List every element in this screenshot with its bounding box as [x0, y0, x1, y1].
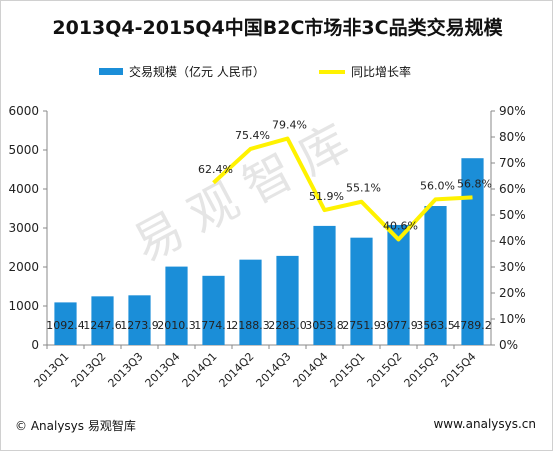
bar: [165, 266, 188, 345]
y-left-tick-label: 2000: [8, 260, 39, 274]
bar-data-label: 2188.3: [231, 319, 270, 332]
legend-item-growth: 同比增长率: [319, 63, 411, 80]
growth-data-label: 56.8%: [457, 177, 492, 190]
bar: [202, 275, 225, 345]
y-left-tick-label: 4000: [8, 182, 39, 196]
x-tick-label: 2015Q4: [439, 350, 479, 390]
legend-swatch-bar: [99, 68, 123, 75]
y-left-tick-label: 5000: [8, 143, 39, 157]
bar: [461, 158, 484, 345]
chart-title: 2013Q4-2015Q4中国B2C市场非3C品类交易规模: [52, 17, 503, 39]
legend-label-volume: 交易规模（亿元 人民币）: [129, 65, 265, 79]
bar-data-label: 3053.8: [305, 319, 344, 332]
bar-data-label: 1273.9: [120, 319, 159, 332]
bar-data-label: 4789.2: [453, 319, 492, 332]
x-tick-label: 2013Q2: [69, 350, 109, 390]
x-tick-label: 2013Q1: [32, 350, 72, 390]
growth-data-label: 55.1%: [346, 182, 381, 195]
growth-data-label: 75.4%: [235, 129, 270, 142]
y-right-tick-label: 40%: [499, 234, 526, 248]
x-tick-label: 2014Q4: [291, 350, 331, 390]
bar: [239, 259, 262, 345]
legend-label-growth: 同比增长率: [351, 65, 412, 79]
bar-data-label: 1092.4: [46, 319, 85, 332]
bar: [54, 302, 77, 345]
y-left-tick-label: 0: [31, 338, 39, 352]
footer-website: www.analysys.cn: [433, 417, 536, 431]
growth-data-label: 40.6%: [383, 219, 418, 232]
bar-data-label: 3077.9: [379, 319, 418, 332]
y-right-tick-label: 90%: [499, 104, 526, 118]
bar-data-label: 1247.6: [83, 319, 122, 332]
bar: [350, 237, 373, 345]
y-right-tick-label: 30%: [499, 260, 526, 274]
y-right-tick-label: 10%: [499, 312, 526, 326]
footer-source: © Analysys 易观智库: [15, 419, 136, 433]
bar: [128, 295, 151, 345]
x-tick-label: 2013Q4: [143, 350, 183, 390]
growth-data-label: 79.4%: [272, 119, 307, 132]
bar-data-label: 1774.1: [194, 319, 233, 332]
y-right-tick-label: 20%: [499, 286, 526, 300]
x-tick-label: 2013Q3: [106, 350, 146, 390]
growth-data-label: 51.9%: [309, 190, 344, 203]
bar: [91, 296, 114, 345]
y-right-tick-label: 70%: [499, 156, 526, 170]
y-left-tick-label: 3000: [8, 221, 39, 235]
growth-data-label: 56.0%: [420, 179, 455, 192]
bar-data-label: 2751.9: [342, 319, 381, 332]
x-tick-label: 2015Q1: [328, 350, 368, 390]
x-tick-label: 2014Q2: [217, 350, 257, 390]
bar-data-label: 2010.3: [157, 319, 196, 332]
growth-line: [212, 136, 473, 242]
x-tick-label: 2015Q2: [365, 350, 405, 390]
x-tick-label: 2015Q3: [402, 350, 442, 390]
y-left-tick-label: 6000: [8, 104, 39, 118]
bar-data-label: 2285.0: [268, 319, 307, 332]
bar: [387, 224, 410, 345]
y-right-tick-label: 50%: [499, 208, 526, 222]
bar: [424, 206, 447, 345]
growth-data-label: 62.4%: [198, 163, 233, 176]
y-left-tick-label: 1000: [8, 299, 39, 313]
legend-item-volume: 交易规模（亿元 人民币）: [99, 63, 265, 80]
combo-chart: 0 1000 2000 3000 4000 5000 6000 0% 10% 20% 30% 40% 5…: [8, 104, 526, 390]
bar: [276, 255, 299, 345]
x-tick-label: 2014Q1: [180, 350, 220, 390]
x-tick-label: 2014Q3: [254, 350, 294, 390]
legend-swatch-line: [319, 69, 345, 74]
y-right-tick-label: 60%: [499, 182, 526, 196]
y-right-tick-label: 80%: [499, 130, 526, 144]
bar: [313, 225, 336, 345]
y-right-tick-label: 0%: [499, 338, 518, 352]
bar-data-label: 3563.5: [416, 319, 455, 332]
